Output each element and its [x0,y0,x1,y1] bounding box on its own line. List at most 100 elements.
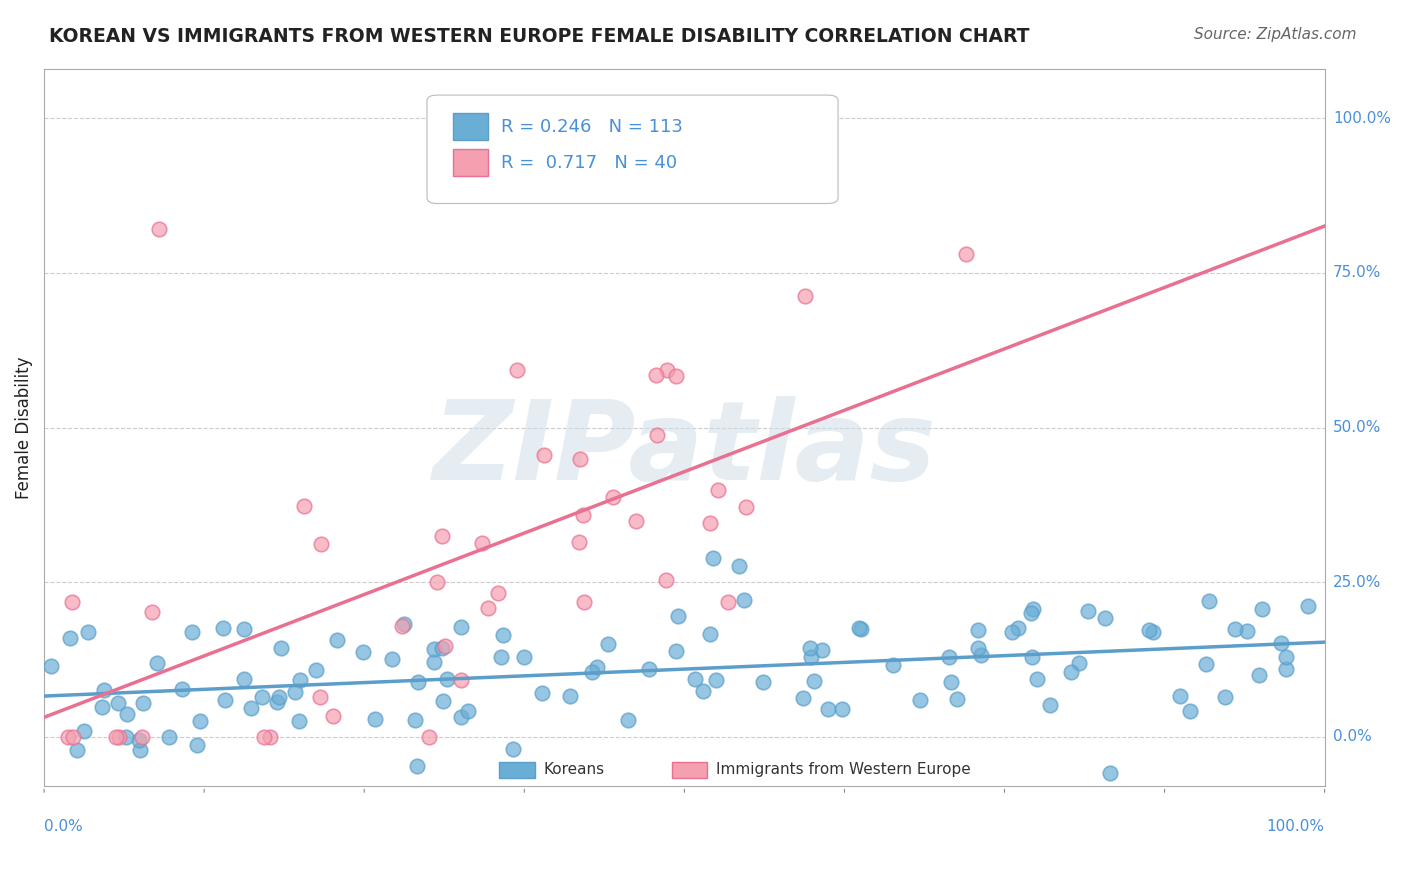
Point [733,593,755,607]
Point [1021,607,1043,621]
Point [322,709,344,723]
Point [107,730,129,744]
Point [533,449,555,463]
Point [406,675,429,690]
Point [107,696,129,710]
Text: 100.0%: 100.0% [1267,819,1324,834]
Point [817,702,839,716]
Point [800,650,823,665]
Point [717,594,740,608]
Point [655,362,678,376]
Point [602,490,624,504]
Point [1250,602,1272,616]
Point [512,650,534,665]
Point [568,452,591,467]
Point [423,641,446,656]
Point [1022,602,1045,616]
Point [530,686,553,700]
Point [190,714,212,728]
Point [364,713,387,727]
Point [938,649,960,664]
Point [232,672,254,686]
Point [426,575,449,590]
Point [239,700,262,714]
Text: ZIPatlas: ZIPatlas [433,395,936,502]
Point [1275,662,1298,676]
Point [655,573,678,587]
Point [1094,611,1116,625]
Point [799,640,821,655]
Point [287,714,309,728]
Point [270,641,292,656]
Point [91,699,114,714]
Point [803,673,825,688]
Point [734,500,756,514]
Point [1069,656,1091,670]
Point [1296,599,1319,614]
Point [450,620,472,634]
Point [665,368,688,383]
Point [1270,636,1292,650]
Point [232,622,254,636]
Point [692,684,714,698]
Point [305,663,328,677]
Point [391,619,413,633]
Point [1249,668,1271,682]
Point [1077,604,1099,618]
Point [581,665,603,680]
Text: 75.0%: 75.0% [1333,265,1381,280]
Point [617,714,640,728]
Point [128,742,150,756]
Point [66,743,89,757]
FancyBboxPatch shape [427,95,838,203]
Point [939,674,962,689]
Point [211,621,233,635]
Point [505,363,527,377]
Point [93,683,115,698]
Point [172,682,194,697]
Point [117,706,139,721]
Point [434,639,457,653]
Point [849,623,872,637]
Point [39,658,62,673]
Point [665,644,688,658]
Point [1178,704,1201,718]
Point [422,655,444,669]
Point [1038,698,1060,713]
Point [56,730,79,744]
Point [793,289,815,303]
Point [457,705,479,719]
Point [432,529,454,543]
Text: 0.0%: 0.0% [1333,730,1372,745]
Point [704,673,727,687]
Point [1213,690,1236,704]
Point [157,730,180,744]
Point [596,636,619,650]
Point [309,537,332,551]
Point [450,710,472,724]
Point [586,660,609,674]
Point [647,428,669,442]
Point [966,623,988,637]
Point [114,730,136,744]
Point [502,742,524,756]
Point [148,222,170,236]
Point [288,673,311,688]
Point [1025,672,1047,686]
Point [181,625,204,640]
Text: 25.0%: 25.0% [1333,574,1381,590]
Point [284,684,307,698]
Point [624,514,647,528]
Point [352,645,374,659]
Point [141,605,163,619]
Text: 50.0%: 50.0% [1333,420,1381,435]
Point [568,534,591,549]
Point [309,690,332,704]
Point [471,536,494,550]
Bar [499,762,534,778]
Point [267,690,290,705]
Point [967,640,990,655]
Point [131,697,153,711]
Point [292,500,315,514]
Point [418,730,440,744]
